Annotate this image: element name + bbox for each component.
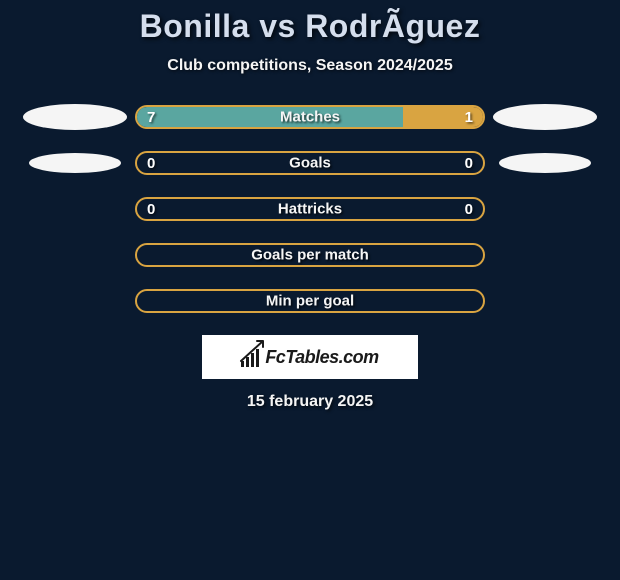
player-avatar-left bbox=[23, 104, 127, 130]
brand-badge[interactable]: FcTables.com bbox=[202, 335, 418, 379]
stat-row: 71Matches bbox=[0, 105, 620, 129]
date-label: 15 february 2025 bbox=[0, 393, 620, 411]
left-fill bbox=[137, 107, 403, 127]
left-value-text: 0 bbox=[137, 201, 165, 218]
stat-bar: Goals per match bbox=[135, 243, 485, 267]
left-avatar-slot bbox=[15, 104, 135, 130]
right-value: 1 bbox=[455, 107, 483, 127]
player-avatar-right bbox=[499, 153, 591, 173]
left-value: 0 bbox=[137, 153, 165, 173]
right-avatar-slot bbox=[485, 153, 605, 173]
right-value-text: 0 bbox=[455, 201, 483, 218]
stat-label: Min per goal bbox=[266, 293, 354, 310]
right-value: 0 bbox=[455, 199, 483, 219]
left-value: 0 bbox=[137, 199, 165, 219]
brand-text: FcTables.com bbox=[265, 347, 378, 368]
left-value-text: 0 bbox=[137, 155, 165, 172]
player-avatar-right bbox=[493, 104, 597, 130]
stat-row: Goals per match bbox=[0, 243, 620, 267]
subtitle: Club competitions, Season 2024/2025 bbox=[0, 57, 620, 75]
left-value-text: 7 bbox=[137, 109, 165, 126]
stat-row: Min per goal bbox=[0, 289, 620, 313]
left-value: 7 bbox=[137, 107, 165, 127]
stat-label: Hattricks bbox=[278, 201, 342, 218]
stat-label: Goals bbox=[289, 155, 331, 172]
stat-row: 0 0 Hattricks bbox=[0, 197, 620, 221]
player-avatar-left bbox=[29, 153, 121, 173]
brand-bar-chart-icon bbox=[241, 347, 259, 367]
right-value-text: 0 bbox=[455, 155, 483, 172]
stat-bar: 0 0 Goals bbox=[135, 151, 485, 175]
right-value: 0 bbox=[455, 153, 483, 173]
stats-comparison-widget: Bonilla vs RodrÃ­guez Club competitions,… bbox=[0, 0, 620, 411]
stat-row: 0 0 Goals bbox=[0, 151, 620, 175]
stat-bar: Min per goal bbox=[135, 289, 485, 313]
stat-bar: 71Matches bbox=[135, 105, 485, 129]
stat-label: Goals per match bbox=[251, 247, 369, 264]
left-avatar-slot bbox=[15, 153, 135, 173]
page-title: Bonilla vs RodrÃ­guez bbox=[0, 8, 620, 45]
right-avatar-slot bbox=[485, 104, 605, 130]
stat-rows: 71Matches00Goals00HattricksGoals per mat… bbox=[0, 105, 620, 313]
right-value-text: 1 bbox=[455, 109, 483, 126]
stat-bar: 0 0 Hattricks bbox=[135, 197, 485, 221]
